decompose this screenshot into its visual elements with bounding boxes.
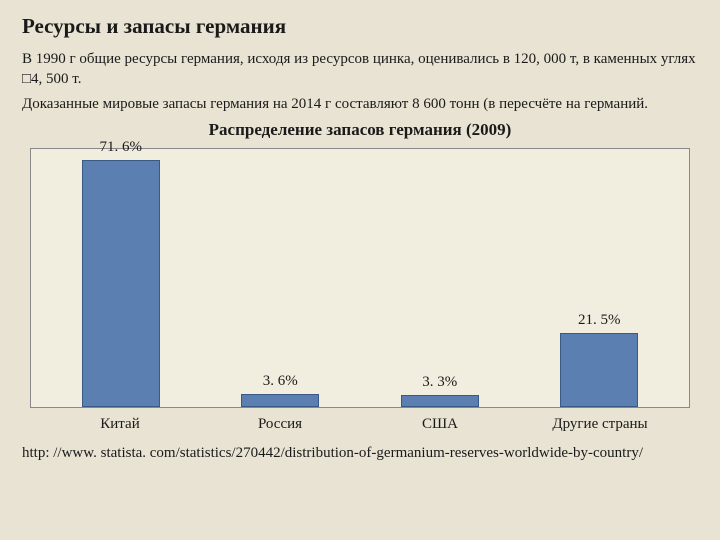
chart-title: Распределение запасов германия (2009) (22, 120, 698, 140)
bar-chart: 71. 6% 3. 6% 3. 3% 21. 5% Китай Россия США Дру… (30, 148, 690, 433)
x-axis-label: США (363, 416, 517, 433)
bar-group: 3. 6% (204, 149, 357, 407)
paragraph-1: В 1990 г общие ресурсы германия, исходя … (22, 49, 698, 90)
plot-area: 71. 6% 3. 6% 3. 3% 21. 5% (30, 148, 690, 408)
x-axis-label: Китай (43, 416, 197, 433)
x-axis: Китай Россия США Другие страны (30, 408, 690, 433)
page-title: Ресурсы и запасы германия (22, 14, 698, 39)
x-axis-label: Россия (203, 416, 357, 433)
bar (401, 395, 479, 406)
bar (241, 394, 319, 406)
source-url: http: //www. statista. com/statistics/27… (22, 445, 698, 462)
bar-value-label: 21. 5% (539, 312, 659, 329)
bar-value-label: 3. 6% (220, 373, 340, 390)
x-axis-label: Другие страны (523, 416, 677, 433)
bar (560, 333, 638, 407)
bar-value-label: 71. 6% (61, 139, 181, 156)
paragraph-2: Доказанные мировые запасы германия на 20… (22, 94, 698, 114)
bar-group: 3. 3% (363, 149, 516, 407)
bar-group: 21. 5% (523, 149, 676, 407)
bar-value-label: 3. 3% (380, 374, 500, 391)
bar (82, 160, 160, 406)
bar-group: 71. 6% (44, 149, 197, 407)
